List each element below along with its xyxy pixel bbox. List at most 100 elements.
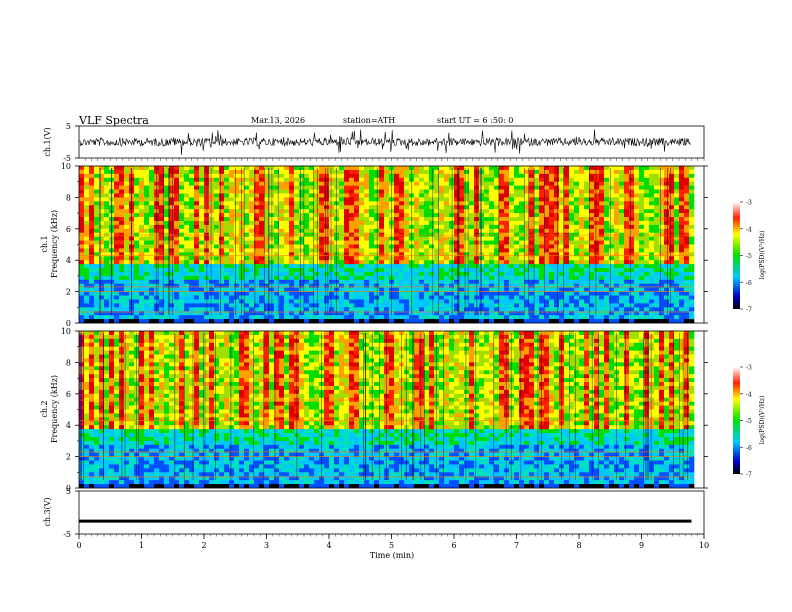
ch1-spectrogram-cell xyxy=(229,295,235,300)
ch1-spectrogram-cell xyxy=(169,287,175,292)
ch1-spectrogram-cell xyxy=(184,291,190,296)
figure-title: VLF Spectra xyxy=(78,114,149,127)
ch1-spectrogram-cell xyxy=(239,173,245,179)
ch1-spectrogram-cell xyxy=(164,295,170,300)
ch1-spectrogram-cell xyxy=(499,275,505,281)
ch1-spectrogram-cell xyxy=(154,291,160,296)
ch1-spectrogram-cell xyxy=(464,185,470,190)
ch1-spectrogram-cell xyxy=(434,295,440,300)
ch1-spectrogram-cell xyxy=(299,169,305,175)
ch1-spectrogram-cell xyxy=(279,177,285,182)
ch1-spectrogram-cell xyxy=(639,299,645,304)
ch1-spectrogram-cell xyxy=(624,291,630,296)
ch1-spectrogram-cell xyxy=(609,315,615,320)
ch1-spectrogram-cell xyxy=(314,169,320,175)
ch1-spectrogram-cell xyxy=(554,185,560,190)
ch1-spectrogram-cell xyxy=(114,319,120,324)
ch1-spectrogram-cell xyxy=(124,303,130,308)
ch1-spectrogram-cell xyxy=(499,224,505,230)
ch1-spectrogram-cell xyxy=(629,268,635,273)
ch1-spectrogram-cell xyxy=(494,260,500,265)
ch1-spectrogram-cell xyxy=(429,166,435,171)
ch1-spectrogram-cell xyxy=(664,240,670,245)
ch1-spectrogram-cell xyxy=(324,252,330,257)
ch1-spectrogram-cell xyxy=(379,303,385,308)
ch1-spectrogram-cell xyxy=(564,275,570,281)
ch1-spectrogram-cell xyxy=(614,319,620,324)
ch1-spectrogram-cell xyxy=(84,311,90,316)
ch1-spectrogram-cell xyxy=(394,252,400,257)
ch1-spectrogram-cell xyxy=(404,220,410,226)
ch1-spectrogram-cell xyxy=(319,295,325,300)
ch1-spectrogram-cell xyxy=(444,181,450,186)
ch1-spectrogram-cell xyxy=(494,197,500,202)
ch1-spectrogram-cell xyxy=(134,260,140,265)
ch1-spectrogram-cell xyxy=(634,252,640,257)
ch1-spectrogram-cell xyxy=(244,205,250,210)
ch1-spectrogram-cell xyxy=(164,224,170,230)
ch1-spectrogram-cell xyxy=(489,252,495,257)
ch1-spectrogram-cell xyxy=(349,264,355,269)
ch1-spectrogram-cell xyxy=(574,236,580,241)
ch1-spectrogram-cell xyxy=(279,166,285,171)
ch1-spectrogram-cell xyxy=(134,240,140,245)
ch1-spectrogram-cell xyxy=(544,240,550,245)
ch1-spectrogram-cell xyxy=(89,189,95,194)
ch1-spectrogram-cell xyxy=(579,307,585,312)
ch1-spectrogram-cell xyxy=(649,177,655,182)
ch1-spectrogram-cell xyxy=(604,256,610,261)
ch1-spectrogram-cell xyxy=(124,240,130,245)
ch1-spectrogram-cell xyxy=(394,193,400,198)
ch1-spectrogram-cell xyxy=(654,315,660,320)
ch1-spectrogram-cell xyxy=(469,299,475,304)
ch1-spectrogram-cell xyxy=(399,256,405,261)
ch1-spectrogram-cell xyxy=(199,209,205,214)
ch1-spectrogram-cell xyxy=(184,169,190,175)
ch1-spectrogram-cell xyxy=(254,303,260,308)
ch1-spectrogram-cell xyxy=(534,311,540,316)
ch1-spectrogram-cell xyxy=(189,271,195,277)
ch1-spectrogram-cell xyxy=(549,228,555,234)
ch1-spectrogram-cell xyxy=(144,279,150,285)
ch1-spectrogram-cell xyxy=(644,271,650,277)
ch1-spectrogram-cell xyxy=(454,248,460,253)
ch1-spectrogram-cell xyxy=(679,209,685,214)
ch1-spectrogram-cell xyxy=(499,256,505,261)
ch1-spectrogram-cell xyxy=(639,291,645,296)
ch1-spectrogram-cell xyxy=(544,177,550,182)
ch1-spectrogram-cell xyxy=(294,166,300,171)
ch1-spectrogram-cell xyxy=(619,166,625,171)
ch1-spectrogram-cell xyxy=(659,311,665,316)
ch1-spectrogram-cell xyxy=(619,275,625,281)
ch1-spectrogram-cell xyxy=(324,236,330,241)
ch1-spectrogram-cell xyxy=(614,201,620,206)
ch1-spectrogram-cell xyxy=(299,228,305,234)
ch1-spectrogram-cell xyxy=(444,291,450,296)
ch1-spectrogram-cell xyxy=(539,311,545,316)
ch1-spectrogram-cell xyxy=(574,181,580,186)
ch1-spectrogram-cell xyxy=(669,166,675,171)
ch1-spectrogram-cell xyxy=(384,217,390,222)
ch1-spectrogram-cell xyxy=(189,244,195,249)
ch1-spectrogram-cell xyxy=(499,201,505,206)
ch1-spectrogram-cell xyxy=(154,169,160,175)
ch1-spectrogram-cell xyxy=(119,307,125,312)
ch1-spectrogram-cell xyxy=(469,224,475,230)
ch1-spectrogram-cell xyxy=(464,268,470,273)
ch1-spectrogram-cell xyxy=(139,271,145,277)
ch1-spectrogram-cell xyxy=(284,271,290,277)
ch1-spectrogram-cell xyxy=(209,287,215,292)
ch1-spectrogram-cell xyxy=(504,220,510,226)
ch1-spectrogram-cell xyxy=(509,303,515,308)
ch1-spectrogram-cell xyxy=(259,236,265,241)
ch1-spectrogram-cell xyxy=(629,166,635,171)
ch1-spectrogram-cell xyxy=(629,283,635,288)
ch1-spectrogram-cell xyxy=(299,256,305,261)
ch1-spectrogram-cell xyxy=(234,311,240,316)
ch1-spectrogram-cell xyxy=(529,220,535,226)
ch1-spectrogram-cell xyxy=(664,248,670,253)
ch1-spectrogram-cell xyxy=(99,224,105,230)
ch1-spectrogram-cell xyxy=(399,169,405,175)
ch1-spectrogram-cell xyxy=(449,252,455,257)
ch1-spectrogram-cell xyxy=(429,228,435,234)
